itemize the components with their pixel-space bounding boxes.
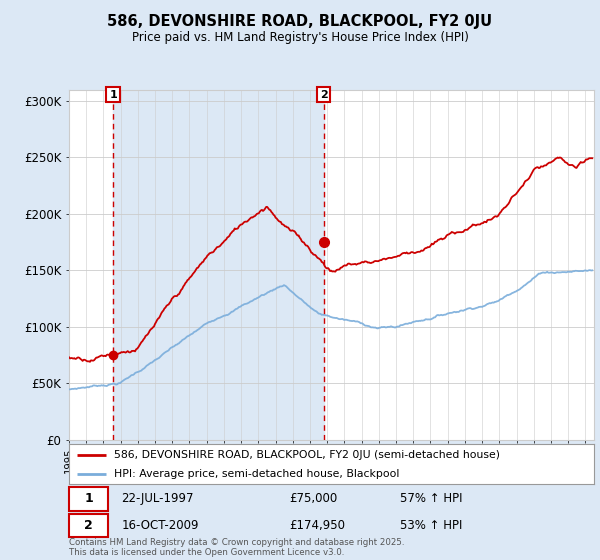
Text: 22-JUL-1997: 22-JUL-1997	[121, 492, 194, 505]
Text: 53% ↑ HPI: 53% ↑ HPI	[400, 519, 462, 532]
FancyBboxPatch shape	[69, 487, 109, 511]
Text: 57% ↑ HPI: 57% ↑ HPI	[400, 492, 462, 505]
FancyBboxPatch shape	[69, 514, 109, 537]
Text: 2: 2	[85, 519, 93, 532]
Text: 1: 1	[109, 90, 117, 100]
Text: £75,000: £75,000	[290, 492, 338, 505]
Text: 586, DEVONSHIRE ROAD, BLACKPOOL, FY2 0JU (semi-detached house): 586, DEVONSHIRE ROAD, BLACKPOOL, FY2 0JU…	[113, 450, 500, 460]
Text: Contains HM Land Registry data © Crown copyright and database right 2025.
This d: Contains HM Land Registry data © Crown c…	[69, 538, 404, 557]
Bar	[113, 90, 323, 440]
Text: 586, DEVONSHIRE ROAD, BLACKPOOL, FY2 0JU: 586, DEVONSHIRE ROAD, BLACKPOOL, FY2 0JU	[107, 14, 493, 29]
Text: 1: 1	[85, 492, 93, 505]
Text: Price paid vs. HM Land Registry's House Price Index (HPI): Price paid vs. HM Land Registry's House …	[131, 31, 469, 44]
Text: 2: 2	[320, 90, 328, 100]
Text: 16-OCT-2009: 16-OCT-2009	[121, 519, 199, 532]
Text: HPI: Average price, semi-detached house, Blackpool: HPI: Average price, semi-detached house,…	[113, 469, 399, 478]
Text: £174,950: £174,950	[290, 519, 346, 532]
